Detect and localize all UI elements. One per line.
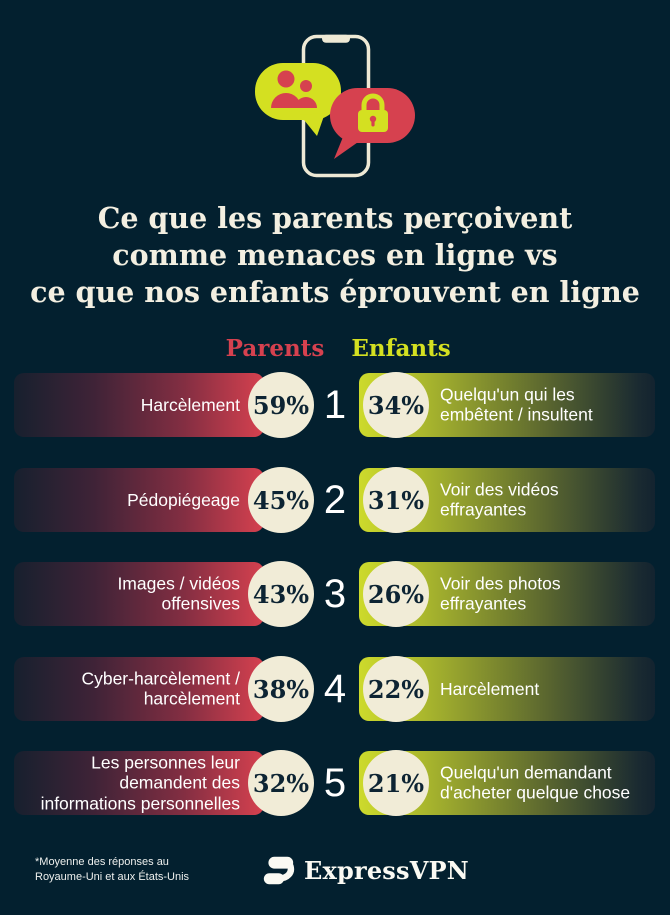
parents-bar: Cyber-harcèlement / harcèlement <box>14 657 264 721</box>
rank-number: 3 <box>323 571 347 616</box>
source-footnote: *Moyenne des réponses au Royaume-Uni et … <box>35 856 190 883</box>
page-title: Ce que les parents perçoivent comme mena… <box>30 201 640 309</box>
parents-bar: Images / vidéos offensives <box>14 562 264 626</box>
enfants-value: 22% <box>367 674 425 704</box>
parents-bar: Pédopiégeage <box>14 468 264 532</box>
enfants-value-badge: 34% <box>363 372 429 438</box>
rank-number: 1 <box>323 382 347 427</box>
enfants-chat-bubble-icon <box>330 88 415 159</box>
parents-value-badge: 38% <box>248 656 314 722</box>
enfants-value-badge: 21% <box>363 750 429 816</box>
enfants-value: 26% <box>367 579 425 609</box>
lock-icon <box>358 93 388 132</box>
rank-number: 5 <box>323 760 347 805</box>
phone-chat-illustration <box>255 34 415 178</box>
comparison-row: Images / vidéos offensives 43% 3 Voir de… <box>0 561 670 627</box>
enfants-bar-label: Voir des photos effrayantes <box>440 573 561 614</box>
enfants-value-badge: 22% <box>363 656 429 722</box>
column-header-enfants: Enfants <box>351 335 451 362</box>
enfants-bar-label: Harcèlement <box>440 678 540 699</box>
parents-bar-label: Les personnes leur demandent des informa… <box>40 752 240 814</box>
enfants-value: 34% <box>367 390 425 420</box>
parents-value-badge: 32% <box>248 750 314 816</box>
comparison-row: Les personnes leur demandent des informa… <box>0 750 670 816</box>
people-icon <box>271 70 317 108</box>
comparison-row: Pédopiégeage 45% 2 Voir des vidéos effra… <box>0 467 670 533</box>
comparison-row: Harcèlement 59% 1 Quelqu'un qui les embê… <box>0 372 670 438</box>
enfants-bar-label: Quelqu'un qui les embêtent / insultent <box>440 384 593 425</box>
parents-value: 45% <box>252 485 310 515</box>
parents-bar-label: Images / vidéos offensives <box>117 573 240 614</box>
parents-bar-label: Cyber-harcèlement / harcèlement <box>81 668 240 709</box>
enfants-value-badge: 26% <box>363 561 429 627</box>
parents-bar-label: Pédopiégeage <box>127 489 240 510</box>
parents-bar: Harcèlement <box>14 373 264 437</box>
enfants-value: 31% <box>367 485 425 515</box>
brand-wordmark: ExpressVPN <box>304 856 469 885</box>
parents-value: 38% <box>252 674 310 704</box>
parents-value-badge: 43% <box>248 561 314 627</box>
parents-value-badge: 45% <box>248 467 314 533</box>
parents-value-badge: 59% <box>248 372 314 438</box>
expressvpn-icon <box>263 856 295 885</box>
parents-value: 59% <box>252 390 310 420</box>
rank-number: 2 <box>323 477 347 522</box>
enfants-bar-label: Quelqu'un demandant d'acheter quelque ch… <box>440 762 631 803</box>
parents-bar: Les personnes leur demandent des informa… <box>14 751 264 815</box>
parents-chat-bubble-icon <box>255 63 341 136</box>
enfants-value-badge: 31% <box>363 467 429 533</box>
enfants-bar-label: Voir des vidéos effrayantes <box>440 479 559 520</box>
brand-logo: ExpressVPN <box>262 853 469 888</box>
parents-value: 32% <box>252 768 310 798</box>
parents-value: 43% <box>252 579 310 609</box>
parents-bar-label: Harcèlement <box>140 394 240 415</box>
enfants-value: 21% <box>367 768 425 798</box>
comparison-row: Cyber-harcèlement / harcèlement 38% 4 Ha… <box>0 656 670 722</box>
rank-number: 4 <box>323 666 347 711</box>
column-header-parents: Parents <box>225 335 325 362</box>
